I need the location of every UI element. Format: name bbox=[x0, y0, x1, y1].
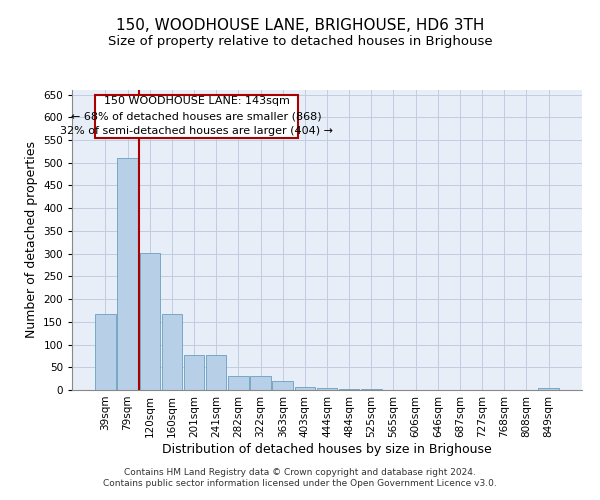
Bar bbox=[295, 387, 315, 390]
Y-axis label: Number of detached properties: Number of detached properties bbox=[25, 142, 38, 338]
Text: 150, WOODHOUSE LANE, BRIGHOUSE, HD6 3TH: 150, WOODHOUSE LANE, BRIGHOUSE, HD6 3TH bbox=[116, 18, 484, 32]
Bar bbox=[317, 388, 337, 390]
X-axis label: Distribution of detached houses by size in Brighouse: Distribution of detached houses by size … bbox=[162, 442, 492, 456]
Bar bbox=[361, 389, 382, 390]
Bar bbox=[250, 376, 271, 390]
Bar bbox=[184, 356, 204, 390]
Bar bbox=[118, 158, 138, 390]
Text: 150 WOODHOUSE LANE: 143sqm
← 68% of detached houses are smaller (868)
32% of sem: 150 WOODHOUSE LANE: 143sqm ← 68% of deta… bbox=[60, 96, 333, 136]
Text: Contains HM Land Registry data © Crown copyright and database right 2024.
Contai: Contains HM Land Registry data © Crown c… bbox=[103, 468, 497, 487]
Bar bbox=[95, 314, 116, 390]
Bar bbox=[538, 388, 559, 390]
Bar bbox=[140, 252, 160, 390]
Bar bbox=[272, 382, 293, 390]
Bar bbox=[228, 376, 248, 390]
Bar bbox=[339, 389, 359, 390]
Bar bbox=[206, 356, 226, 390]
Bar bbox=[161, 314, 182, 390]
FancyBboxPatch shape bbox=[95, 94, 298, 138]
Text: Size of property relative to detached houses in Brighouse: Size of property relative to detached ho… bbox=[107, 35, 493, 48]
